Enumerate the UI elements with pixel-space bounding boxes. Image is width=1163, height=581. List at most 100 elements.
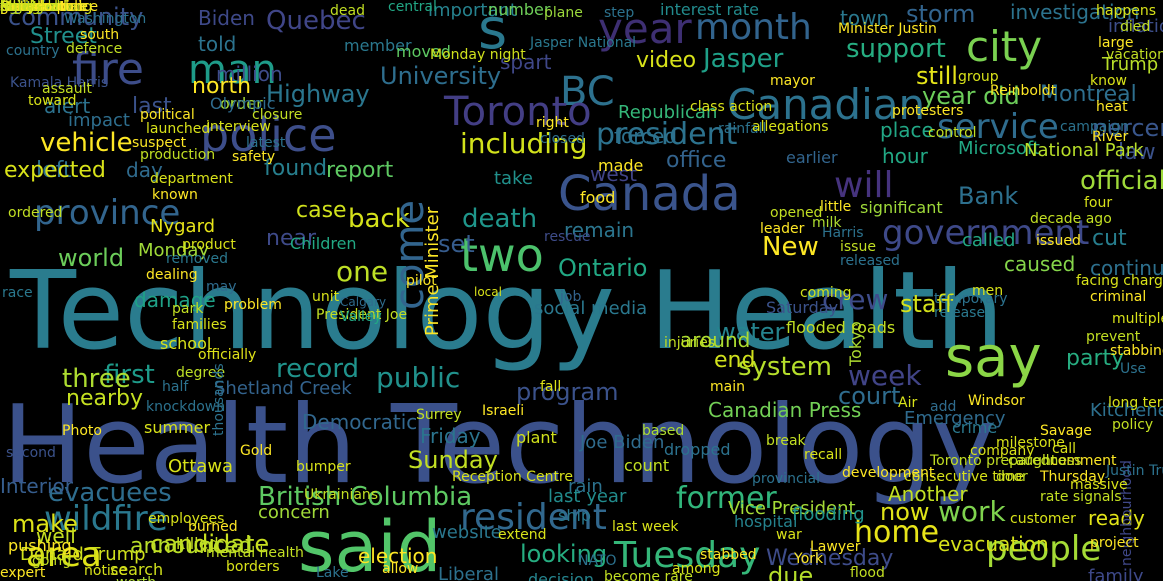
word-sexual: sexual	[0, 0, 46, 15]
word-three: three	[62, 364, 131, 394]
word-add: add	[930, 399, 957, 415]
word-go: go	[0, 0, 18, 15]
word-immigration: immigration	[0, 0, 86, 15]
word-made: made	[598, 156, 644, 175]
word-office: office	[666, 148, 727, 173]
word-fall: fall	[540, 379, 562, 395]
word-trump: Trump	[1102, 54, 1159, 75]
word-end: end	[714, 348, 756, 373]
word-nato: NATO	[578, 553, 617, 569]
word-death: death	[462, 204, 538, 234]
word-crime: crime	[952, 418, 998, 437]
word-rain: rain	[568, 476, 603, 497]
word-dropped: dropped	[664, 440, 731, 459]
word-first: first	[104, 360, 155, 390]
word-vehicle: vehicle	[40, 128, 133, 158]
word-business: business	[0, 0, 62, 15]
word-ordered: ordered	[8, 205, 63, 221]
word-latest: latest	[246, 135, 286, 151]
word-percent: percent	[1092, 114, 1163, 142]
word-harris: Harris	[822, 225, 864, 241]
word-mayor: mayor	[770, 73, 815, 89]
word-order: order	[220, 94, 263, 113]
word-back: back	[348, 204, 410, 234]
word-based: based	[642, 423, 685, 439]
word-set: set	[438, 230, 475, 258]
word-quebec: Quebec	[266, 6, 366, 36]
word-lake: Lake	[316, 565, 349, 581]
word-allegations: allegations	[752, 119, 829, 135]
word-highway: Highway	[266, 80, 370, 108]
word-reception-centre: Reception Centre	[452, 469, 573, 485]
word-stabbing: stabbing	[1110, 343, 1163, 359]
word-local: local	[474, 285, 502, 299]
word-known: known	[152, 187, 198, 203]
word-montreal: Montreal	[1040, 82, 1137, 107]
word-case: case	[296, 198, 347, 223]
word-caused: caused	[1004, 252, 1076, 276]
word-central: central	[388, 0, 437, 15]
word-new: New	[762, 232, 819, 262]
word-door: door	[996, 469, 1028, 485]
word-step: step	[604, 5, 635, 21]
word-prevent: prevent	[1086, 329, 1141, 345]
word-ottawa: Ottawa	[168, 456, 234, 477]
word-defence: defence	[66, 41, 123, 57]
word-now: now	[880, 498, 930, 526]
word-launched: launched	[146, 121, 211, 137]
word-going: going	[32, 553, 72, 569]
word-community: community	[8, 3, 144, 31]
word-may: may	[206, 279, 237, 295]
word-liberal: Liberal	[438, 564, 499, 581]
word-candidate: candidate	[150, 530, 270, 558]
word-north: north	[192, 74, 252, 99]
word-west: west	[590, 162, 637, 186]
word-one: one	[336, 255, 389, 288]
word-early: early	[0, 0, 36, 15]
word-important: important	[428, 0, 517, 21]
word-wildfire: wildfire	[44, 499, 168, 539]
word-job: job	[560, 289, 582, 305]
word-university: University	[380, 62, 502, 90]
word-report: report	[326, 158, 394, 183]
word-year-old: year old	[922, 82, 1020, 110]
word-resident: resident	[460, 497, 607, 538]
word-cancer: cancer	[0, 0, 48, 15]
word-hour: hour	[882, 144, 928, 168]
word-alert: alert	[44, 94, 91, 118]
word-photo: Photo	[62, 423, 102, 439]
word-canada: Canada	[558, 166, 741, 222]
word-still: still	[916, 62, 958, 90]
word-crew: crew	[822, 283, 889, 316]
word-race: race	[2, 285, 33, 301]
word-leader: leader	[760, 221, 805, 237]
word-suspect: suspect	[132, 135, 187, 151]
word-thursday: Thursday	[1040, 469, 1106, 485]
word-political: political	[140, 107, 195, 123]
word-social-media: social media	[534, 298, 648, 319]
word-children: Children	[290, 234, 357, 253]
word-bumper: bumper	[296, 459, 351, 475]
word-production: production	[140, 147, 216, 163]
word-allow: allow	[382, 561, 419, 577]
word-know: know	[1090, 73, 1127, 89]
word-surrey: Surrey	[416, 407, 462, 423]
word-closure: closure	[252, 107, 303, 123]
word-ready: ready	[1088, 506, 1145, 530]
word-alleged: alleged	[0, 0, 52, 15]
word-damage: damage	[134, 288, 216, 312]
word-stabbed: stabbed	[700, 547, 757, 563]
word-temporary: temporary	[934, 291, 1008, 307]
word-tuesday: Tuesday	[614, 535, 761, 576]
word-expected: expected	[4, 158, 106, 183]
word-bank: Bank	[958, 182, 1019, 210]
word-consecutive-time: consecutive time	[904, 469, 1024, 485]
word-river: River	[1092, 129, 1129, 145]
word-milestone: milestone	[996, 435, 1065, 451]
word-windsor: Windsor	[968, 393, 1025, 409]
word-half: half	[162, 379, 189, 395]
word-ship: ship	[558, 506, 592, 525]
word-opened: opened	[770, 205, 823, 221]
word-stores: stores	[0, 0, 43, 15]
word-remain: remain	[564, 218, 635, 242]
